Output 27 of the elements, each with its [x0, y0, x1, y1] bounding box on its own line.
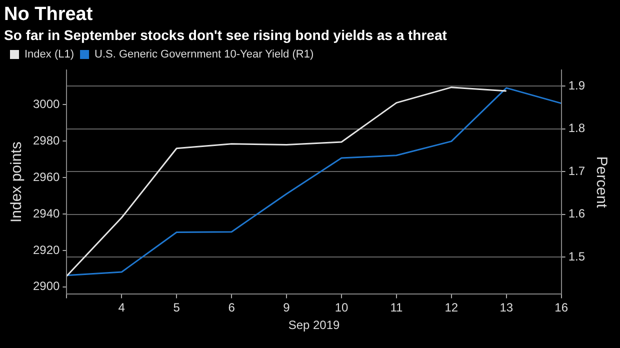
x-tick-label: 4: [118, 300, 126, 315]
y2-tick-label: 1.7: [568, 164, 586, 178]
x-tick-label: 16: [554, 300, 568, 315]
chart-title: No Threat: [4, 4, 94, 26]
y2-tick-label: 1.8: [568, 121, 586, 136]
y2-tick-label: 1.6: [568, 206, 586, 221]
y2-tick-label: 1.5: [568, 249, 586, 264]
y-tick-label: 2960: [32, 170, 60, 184]
y-tick-label: 3000: [32, 96, 60, 111]
x-tick-label: 9: [283, 300, 290, 315]
x-tick-label: 5: [173, 300, 180, 315]
x-tick-label: 6: [228, 300, 236, 315]
legend-label: U.S. Generic Government 10-Year Yield (R1): [94, 48, 314, 61]
legend-label: Index (L1): [24, 48, 74, 61]
y-tick-label: 2940: [32, 206, 60, 220]
y-tick-label: 2900: [32, 279, 60, 294]
x-tick-label: 13: [500, 300, 514, 315]
y-tick-label: 2920: [32, 242, 60, 257]
x-axis-title: Sep 2019: [288, 318, 340, 332]
y2-tick-label: 1.9: [568, 78, 586, 93]
y-tick-label: 2980: [32, 133, 60, 148]
x-tick-label: 12: [444, 300, 458, 315]
x-tick-label: 11: [390, 300, 403, 315]
x-tick-label: 10: [334, 300, 348, 315]
y-axis-title: Index points: [8, 142, 26, 223]
chart-subtitle: So far in September stocks don't see rising bond yields as a threat: [4, 27, 448, 43]
y2-axis-title: Percent: [592, 156, 610, 209]
